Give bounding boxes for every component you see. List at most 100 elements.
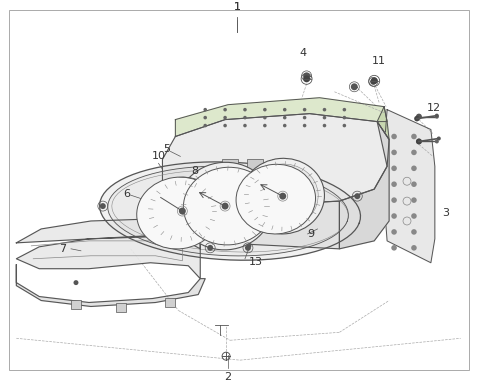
Circle shape xyxy=(194,195,197,198)
Circle shape xyxy=(245,245,251,251)
Circle shape xyxy=(283,124,287,127)
Circle shape xyxy=(435,115,439,119)
Circle shape xyxy=(303,124,306,127)
Circle shape xyxy=(243,124,247,127)
Text: 4: 4 xyxy=(299,48,306,58)
Bar xyxy=(272,159,288,173)
Circle shape xyxy=(343,116,346,119)
Circle shape xyxy=(391,150,397,155)
Polygon shape xyxy=(16,219,200,279)
Ellipse shape xyxy=(247,164,318,228)
Circle shape xyxy=(204,124,207,127)
Circle shape xyxy=(391,213,397,219)
Circle shape xyxy=(303,116,306,119)
Circle shape xyxy=(179,208,186,215)
Bar xyxy=(166,298,175,308)
Circle shape xyxy=(283,116,287,119)
Circle shape xyxy=(100,203,106,209)
Text: 13: 13 xyxy=(249,257,263,267)
Circle shape xyxy=(435,113,439,118)
Circle shape xyxy=(207,245,213,251)
Text: 5: 5 xyxy=(163,144,170,154)
Text: 8: 8 xyxy=(191,166,198,176)
Circle shape xyxy=(391,245,397,251)
Circle shape xyxy=(371,77,378,84)
Circle shape xyxy=(391,229,397,235)
Circle shape xyxy=(279,193,286,200)
Text: 2: 2 xyxy=(225,372,232,382)
Circle shape xyxy=(391,166,397,171)
Polygon shape xyxy=(377,107,389,139)
Circle shape xyxy=(411,245,417,251)
Ellipse shape xyxy=(183,167,273,245)
Text: 10: 10 xyxy=(152,151,166,161)
Ellipse shape xyxy=(178,162,273,250)
Circle shape xyxy=(204,116,207,119)
Circle shape xyxy=(411,213,417,219)
Polygon shape xyxy=(108,166,348,256)
Polygon shape xyxy=(384,110,435,263)
Circle shape xyxy=(416,139,422,144)
Circle shape xyxy=(437,137,441,141)
Circle shape xyxy=(416,139,422,144)
Polygon shape xyxy=(16,265,205,306)
Circle shape xyxy=(263,124,267,127)
Circle shape xyxy=(411,166,417,171)
Polygon shape xyxy=(175,98,387,137)
Circle shape xyxy=(370,79,376,85)
Ellipse shape xyxy=(184,169,265,243)
Ellipse shape xyxy=(144,177,220,245)
Bar xyxy=(71,300,81,310)
Bar xyxy=(222,159,238,173)
Circle shape xyxy=(223,108,227,112)
Circle shape xyxy=(435,139,439,144)
Polygon shape xyxy=(100,162,360,260)
Circle shape xyxy=(351,83,358,90)
Circle shape xyxy=(243,108,247,112)
Circle shape xyxy=(411,197,417,203)
Text: 7: 7 xyxy=(59,244,66,254)
Polygon shape xyxy=(162,183,339,249)
Circle shape xyxy=(323,124,326,127)
Polygon shape xyxy=(339,122,389,249)
Circle shape xyxy=(303,75,310,82)
Circle shape xyxy=(223,124,227,127)
Circle shape xyxy=(243,116,247,119)
Text: 1: 1 xyxy=(233,2,240,12)
Circle shape xyxy=(303,108,306,112)
Bar xyxy=(247,159,263,173)
Circle shape xyxy=(411,181,417,187)
Text: 9: 9 xyxy=(308,229,315,239)
Circle shape xyxy=(414,116,420,121)
Ellipse shape xyxy=(137,177,220,249)
Bar xyxy=(116,303,126,312)
Circle shape xyxy=(263,116,267,119)
Ellipse shape xyxy=(236,164,315,234)
Circle shape xyxy=(249,244,252,247)
Text: 1: 1 xyxy=(233,2,240,12)
Circle shape xyxy=(303,73,310,80)
Circle shape xyxy=(318,195,321,198)
Circle shape xyxy=(204,108,207,112)
Circle shape xyxy=(354,193,360,199)
Ellipse shape xyxy=(151,183,214,239)
Text: 11: 11 xyxy=(372,56,386,66)
Circle shape xyxy=(222,203,228,210)
Polygon shape xyxy=(162,113,389,206)
Circle shape xyxy=(323,116,326,119)
Circle shape xyxy=(416,113,422,120)
Circle shape xyxy=(223,116,227,119)
Circle shape xyxy=(264,200,266,203)
Circle shape xyxy=(411,134,417,139)
Circle shape xyxy=(411,229,417,235)
Circle shape xyxy=(343,124,346,127)
Circle shape xyxy=(411,150,417,155)
Circle shape xyxy=(343,108,346,112)
Circle shape xyxy=(391,181,397,187)
Circle shape xyxy=(263,108,267,112)
Circle shape xyxy=(391,197,397,203)
Text: 3: 3 xyxy=(442,208,449,218)
Text: 6: 6 xyxy=(124,189,131,199)
Circle shape xyxy=(391,134,397,139)
Circle shape xyxy=(283,108,287,112)
